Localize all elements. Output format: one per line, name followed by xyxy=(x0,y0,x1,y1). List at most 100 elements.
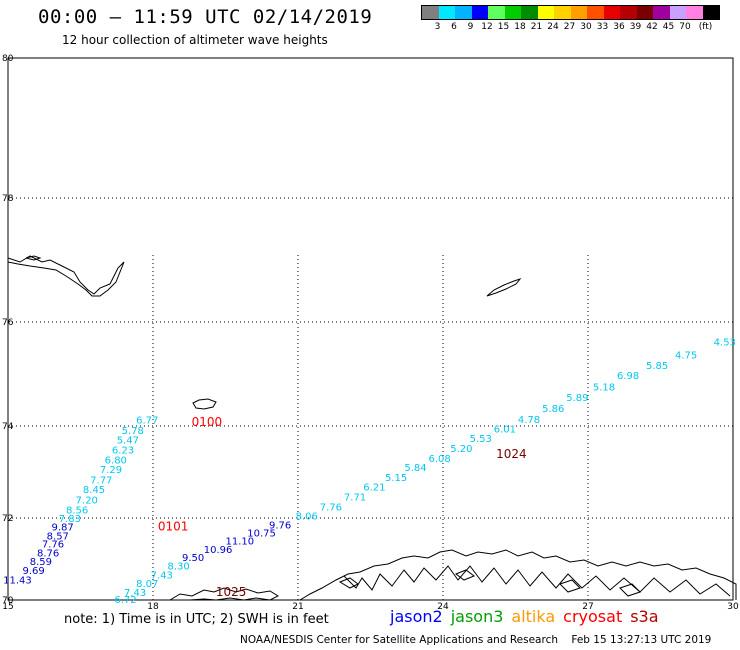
kong-karls-land xyxy=(486,277,522,297)
satellite-name: jason3 xyxy=(450,607,504,626)
wave-height-value: 7.43 xyxy=(124,588,146,599)
longitude-label: 15 xyxy=(2,602,13,612)
svalbard-coastline xyxy=(7,255,125,297)
wave-height-value: 8.45 xyxy=(83,485,105,496)
wave-height-value: 7.43 xyxy=(151,570,173,581)
wave-height-value: 8.76 xyxy=(37,549,59,560)
wave-height-value: 11.43 xyxy=(3,576,32,587)
legend-label: 9 xyxy=(467,22,474,32)
legend-label: 12 xyxy=(481,22,493,32)
footer-note: note: 1) Time is in UTC; 2) SWH is in fe… xyxy=(64,612,329,627)
latitude-label: 72 xyxy=(2,514,13,524)
wave-height-value: 6.23 xyxy=(112,446,134,457)
legend-swatch xyxy=(603,6,620,19)
coastlines xyxy=(7,255,737,601)
wave-height-value: 7.83 xyxy=(59,514,81,525)
wave-height-value: 8.06 xyxy=(296,512,318,523)
satellite-name: altika xyxy=(511,607,556,626)
satellite-name: jason2 xyxy=(390,607,443,626)
finnmark-coastline xyxy=(299,549,737,601)
wave-height-value: 7.20 xyxy=(76,495,98,506)
legend-swatch xyxy=(438,6,455,19)
legend-swatch xyxy=(488,6,505,19)
longitude-label: 27 xyxy=(582,602,593,612)
latitude-label: 70 xyxy=(2,596,14,606)
latitude-label: 78 xyxy=(2,194,14,204)
legend-label: 36 xyxy=(613,22,625,32)
wave-height-value: 8.59 xyxy=(30,557,52,568)
legend-swatch xyxy=(570,6,587,19)
pass-time-label: 0101 xyxy=(158,519,189,533)
wave-height-value: 11.10 xyxy=(226,537,255,548)
wave-height-value: 8.30 xyxy=(168,562,190,573)
wave-height-value: 5.89 xyxy=(566,393,588,404)
pass-time-label: 1025 xyxy=(216,585,247,599)
legend-labels: 3 6 9 12 15 18 21 24 27 30 33 36 39 42 45 70 (ft) xyxy=(421,20,720,32)
legend-label: (ft) xyxy=(698,22,713,32)
satellite-tracks: 6.775.785.476.236.807.297.778.457.208.56… xyxy=(3,337,736,605)
legend-label: 33 xyxy=(596,22,609,32)
legend-label: 18 xyxy=(514,22,526,32)
legend-swatch xyxy=(669,6,686,19)
credit-line: NOAA/NESDIS Center for Satellite Applica… xyxy=(240,634,711,646)
longitude-label: 18 xyxy=(147,602,159,612)
finnmark-fjords xyxy=(343,565,731,597)
wave-height-value: 9.87 xyxy=(52,522,74,533)
wave-height-value: 7.71 xyxy=(344,493,366,504)
latitude-label: 80 xyxy=(2,54,14,64)
axis-labels: 15 18 21 24 27 30 80 78 76 74 72 70 xyxy=(2,54,739,612)
map-frame xyxy=(7,57,734,601)
wave-height-value: 5.78 xyxy=(122,426,144,437)
wave-height-value: 8.57 xyxy=(47,531,69,542)
wave-height-value: 8.56 xyxy=(66,505,88,516)
wave-height-value: 4.78 xyxy=(518,415,540,426)
legend-label: 6 xyxy=(451,22,457,32)
legend-swatch xyxy=(504,6,521,19)
legend-swatch xyxy=(702,6,719,19)
satellite-name: cryosat xyxy=(563,607,623,626)
wave-height-value: 5.53 xyxy=(470,434,492,445)
wave-height-value: 7.77 xyxy=(90,476,112,487)
latitude-label: 76 xyxy=(2,318,14,328)
wave-height-value: 6.80 xyxy=(105,456,127,467)
wave-height-value: 5.86 xyxy=(542,404,564,415)
legend-swatch xyxy=(620,6,637,19)
page-subtitle: 12 hour collection of altimeter wave hei… xyxy=(62,33,328,47)
legend-label: 30 xyxy=(580,22,592,32)
svalbard-islet xyxy=(25,255,42,261)
legend-swatch xyxy=(636,6,653,19)
wave-height-value: 6.98 xyxy=(617,371,639,382)
legend-swatch xyxy=(587,6,604,19)
wave-height-value: 5.20 xyxy=(450,444,472,455)
wave-height-value: 6.08 xyxy=(429,454,451,465)
wave-height-value: 5.84 xyxy=(404,463,426,474)
pass-time-label: 0100 xyxy=(192,415,223,429)
wave-height-value: 8.07 xyxy=(136,579,158,590)
page-title: 00:00 – 11:59 UTC 02/14/2019 xyxy=(38,6,373,28)
legend-label: 70 xyxy=(679,22,691,32)
legend-label: 15 xyxy=(497,22,510,32)
wave-height-value: 9.76 xyxy=(269,520,291,531)
wave-height-value: 9.50 xyxy=(182,553,204,564)
wave-height-value: 5.85 xyxy=(646,361,668,372)
wave-height-value: 9.69 xyxy=(23,566,45,577)
wave-height-value: 5.15 xyxy=(385,473,407,484)
legend-swatch xyxy=(653,6,670,19)
wave-height-value: 6.77 xyxy=(136,415,158,426)
legend-swatch xyxy=(686,6,703,19)
wave-height-value: 4.53 xyxy=(714,337,736,348)
lat-lon-grid xyxy=(8,197,733,600)
legend-swatch xyxy=(537,6,554,19)
legend-swatch xyxy=(471,6,488,19)
legend-label: 24 xyxy=(547,22,559,32)
wave-height-value: 7.76 xyxy=(320,503,342,514)
credit-text: NOAA/NESDIS Center for Satellite Applica… xyxy=(240,634,558,646)
wave-height-value: 6.21 xyxy=(363,482,385,493)
legend-label: 21 xyxy=(530,22,543,32)
wave-height-value: 7.29 xyxy=(100,465,122,476)
time-labels: 0100 0101 1024 1025 xyxy=(158,415,527,599)
legend-swatch xyxy=(422,6,439,19)
wave-height-value: 4.75 xyxy=(675,350,697,361)
satellite-name: s3a xyxy=(630,607,659,626)
